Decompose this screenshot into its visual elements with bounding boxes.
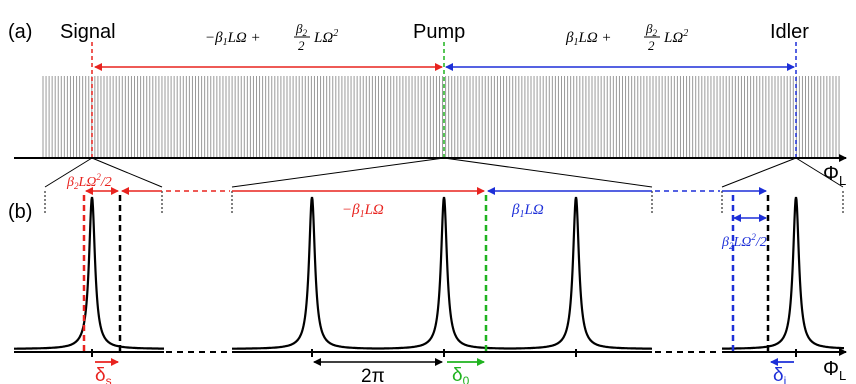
pump-label: Pump [413,21,465,43]
svg-text:2: 2 [298,38,305,53]
resonance-peak-5 [722,196,844,350]
svg-text:β2: β2 [645,21,657,38]
right-span-formula: β1LΩ + β2 2 LΩ2 [565,21,688,53]
axis-b-ticks [91,349,797,357]
resonance-comb [42,76,840,157]
idler-label: Idler [770,21,809,43]
svg-text:LΩ2: LΩ2 [663,28,688,46]
svg-text:−β1LΩ +: −β1LΩ + [205,30,261,48]
delta-0-label: δ0 [452,365,470,384]
left-span-formula: −β1LΩ + β2 2 LΩ2 [205,21,338,53]
comb-lines [42,76,840,157]
delta-s-label: δs [95,365,112,384]
fsr-label: 2π [361,366,385,384]
panel-b-label: (b) [8,201,32,223]
resonance-peak-2 [232,196,378,350]
svg-text:β1LΩ +: β1LΩ + [565,30,612,48]
svg-text:β2LΩ2/2: β2LΩ2/2 [66,172,112,191]
svg-text:β1LΩ: β1LΩ [511,202,544,220]
idler-offset-label: β2LΩ2/2 [721,232,767,251]
svg-text:β2LΩ2/2: β2LΩ2/2 [721,232,767,251]
axis-b-label: ΦL [823,358,846,383]
resonance-peak-3 [378,196,510,350]
delta-i-label: δi [773,365,786,384]
axis-a-label: ΦL [823,163,846,188]
svg-text:2: 2 [648,38,655,53]
left-shift-label: −β1LΩ [342,202,384,220]
signal-label: Signal [60,21,116,43]
panel-a-label: (a) [8,21,32,43]
svg-text:β2: β2 [295,21,307,38]
zoom-lines [44,157,844,188]
resonance-peaks [14,196,844,350]
resonance-peak-4 [510,196,652,350]
svg-text:−β1LΩ: −β1LΩ [342,202,384,220]
right-shift-label: β1LΩ [511,202,544,220]
svg-text:LΩ2: LΩ2 [313,28,338,46]
resonance-peak-1 [14,196,164,350]
signal-offset-label: β2LΩ2/2 [66,172,112,191]
